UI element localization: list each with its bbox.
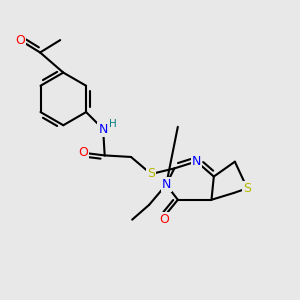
Text: S: S [147,167,155,181]
Text: H: H [109,118,117,128]
Text: O: O [15,34,25,46]
Text: O: O [78,146,88,159]
Text: N: N [192,155,201,168]
Text: N: N [161,178,171,191]
Text: O: O [159,213,169,226]
Text: N: N [98,123,108,136]
Text: S: S [243,182,251,195]
